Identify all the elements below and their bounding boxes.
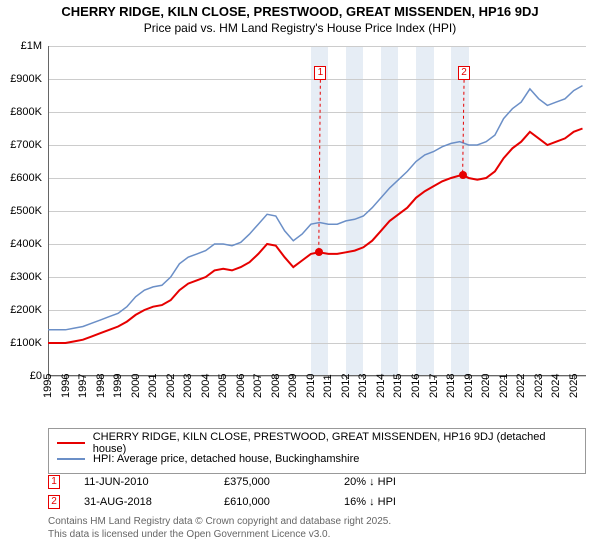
x-axis-label: 1999: [112, 374, 124, 398]
marker-box: 1: [314, 66, 326, 80]
x-axis-label: 1996: [60, 374, 72, 398]
legend: CHERRY RIDGE, KILN CLOSE, PRESTWOOD, GRE…: [48, 428, 586, 474]
x-axis-label: 2001: [147, 374, 159, 398]
x-axis-label: 2007: [252, 374, 264, 398]
x-axis-label: 2011: [322, 374, 334, 398]
transaction-date: 31-AUG-2018: [84, 496, 224, 508]
x-axis-label: 2020: [480, 374, 492, 398]
series-price_paid: [48, 129, 583, 344]
transaction-price: £610,000: [224, 496, 344, 508]
x-axis-label: 2013: [357, 374, 369, 398]
marker-dot: [315, 248, 323, 256]
x-axis-label: 1997: [77, 374, 89, 398]
y-axis-label: £100K: [0, 337, 42, 349]
x-axis-label: 2010: [305, 374, 317, 398]
transaction-row: 1 11-JUN-2010£375,00020% ↓ HPI: [48, 472, 586, 492]
y-axis-label: £600K: [0, 172, 42, 184]
transaction-delta: 20% ↓ HPI: [344, 476, 464, 488]
chart-area: 12 £0£100K£200K£300K£400K£500K£600K£700K…: [48, 46, 586, 400]
x-axis-label: 2021: [498, 374, 510, 398]
legend-label: HPI: Average price, detached house, Buck…: [93, 453, 359, 465]
marker-dot: [459, 171, 467, 179]
x-axis-label: 2016: [410, 374, 422, 398]
y-axis-label: £0: [0, 370, 42, 382]
y-axis-label: £800K: [0, 106, 42, 118]
marker-box: 2: [458, 66, 470, 80]
y-axis-label: £500K: [0, 205, 42, 217]
x-axis-label: 2024: [550, 374, 562, 398]
x-axis-label: 2002: [165, 374, 177, 398]
series-hpi: [48, 86, 583, 330]
series-lines: [48, 46, 586, 376]
footnote: Contains HM Land Registry data © Crown c…: [48, 516, 391, 541]
legend-item: CHERRY RIDGE, KILN CLOSE, PRESTWOOD, GRE…: [57, 435, 577, 451]
x-axis-label: 1998: [95, 374, 107, 398]
x-axis-label: 2018: [445, 374, 457, 398]
y-axis-label: £900K: [0, 73, 42, 85]
legend-swatch: [57, 442, 85, 444]
transaction-date: 11-JUN-2010: [84, 476, 224, 488]
x-axis-label: 2012: [340, 374, 352, 398]
y-axis-label: £1M: [0, 40, 42, 52]
y-axis-label: £700K: [0, 139, 42, 151]
transaction-row: 2 31-AUG-2018£610,00016% ↓ HPI: [48, 492, 586, 512]
marker-connector: [319, 80, 321, 252]
y-axis-label: £400K: [0, 238, 42, 250]
legend-label: CHERRY RIDGE, KILN CLOSE, PRESTWOOD, GRE…: [93, 431, 577, 455]
chart-subtitle: Price paid vs. HM Land Registry's House …: [0, 21, 600, 39]
x-axis-label: 2000: [130, 374, 142, 398]
x-axis-label: 2005: [217, 374, 229, 398]
legend-swatch: [57, 458, 85, 460]
y-axis-label: £300K: [0, 271, 42, 283]
marker-connector: [463, 80, 464, 175]
x-axis-label: 2015: [392, 374, 404, 398]
x-axis-label: 2009: [287, 374, 299, 398]
transaction-table: 1 11-JUN-2010£375,00020% ↓ HPI 2 31-AUG-201…: [48, 472, 586, 512]
y-axis-label: £200K: [0, 304, 42, 316]
x-axis-label: 2006: [235, 374, 247, 398]
x-axis-label: 2008: [270, 374, 282, 398]
x-axis-label: 2022: [515, 374, 527, 398]
chart-container: CHERRY RIDGE, KILN CLOSE, PRESTWOOD, GRE…: [0, 0, 600, 560]
x-axis-label: 2003: [182, 374, 194, 398]
x-axis-label: 1995: [42, 374, 54, 398]
footnote-line: Contains HM Land Registry data © Crown c…: [48, 516, 391, 529]
transaction-price: £375,000: [224, 476, 344, 488]
transaction-marker: 1: [48, 475, 60, 489]
transaction-marker: 2: [48, 495, 60, 509]
transaction-delta: 16% ↓ HPI: [344, 496, 464, 508]
x-axis-label: 2023: [533, 374, 545, 398]
chart-title: CHERRY RIDGE, KILN CLOSE, PRESTWOOD, GRE…: [0, 0, 600, 21]
x-axis-label: 2019: [463, 374, 475, 398]
x-axis-label: 2014: [375, 374, 387, 398]
x-axis-label: 2025: [568, 374, 580, 398]
plot-region: 12: [48, 46, 586, 376]
footnote-line: This data is licensed under the Open Gov…: [48, 529, 391, 542]
x-axis-label: 2017: [428, 374, 440, 398]
x-axis-label: 2004: [200, 374, 212, 398]
